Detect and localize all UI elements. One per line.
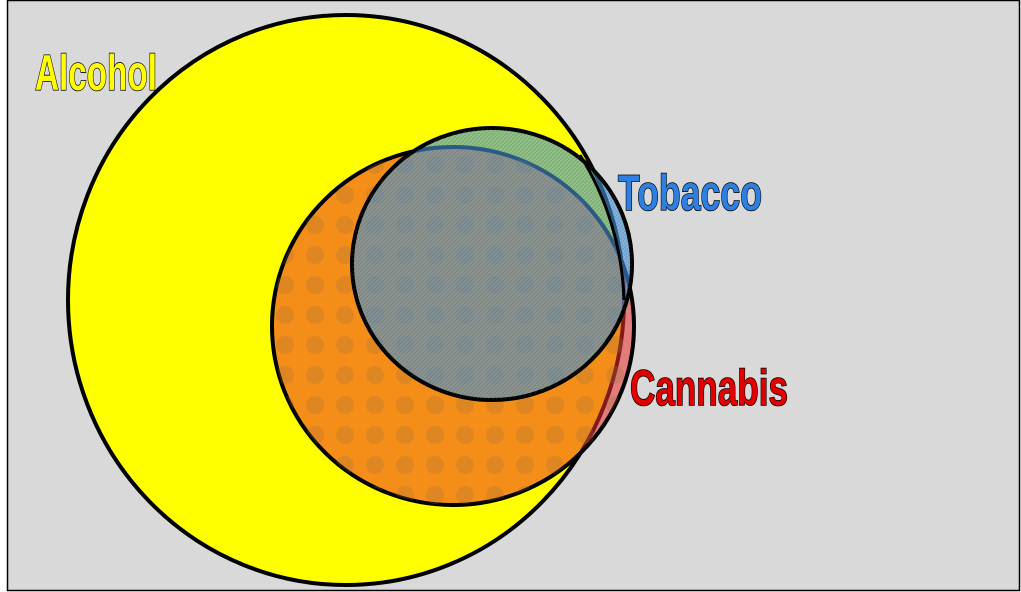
- alcohol-label: Alcohol: [35, 45, 157, 101]
- cannabis-label: Cannabis: [630, 360, 788, 416]
- alcohol-outline: [578, 154, 626, 301]
- tobacco-label: Tobacco: [618, 165, 762, 221]
- tobacco-texture: [352, 128, 632, 400]
